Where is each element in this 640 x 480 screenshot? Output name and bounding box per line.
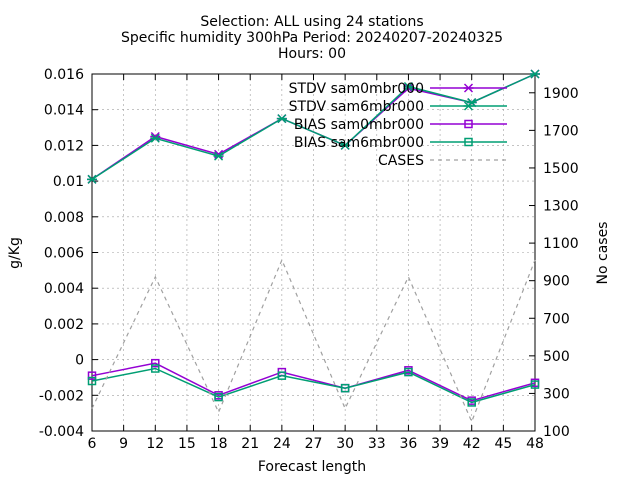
- data-point-1: [87, 174, 97, 184]
- y-tick-label: 0.006: [44, 246, 84, 262]
- data-point-3: [277, 371, 287, 380]
- y2-tick-label: 100: [543, 424, 570, 440]
- series-line-2: [91, 362, 536, 402]
- y-tick-label: 0.01: [53, 174, 84, 190]
- y-tick-label: 0.002: [44, 317, 84, 333]
- x-tick-label: 12: [146, 436, 164, 452]
- data-point-3: [530, 380, 540, 389]
- x-tick-label: 6: [88, 436, 97, 452]
- legend-label: BIAS sam6mbr000: [294, 135, 424, 151]
- y-tick-label: 0.016: [44, 67, 84, 83]
- y2-tick-label: 300: [543, 386, 570, 402]
- x-tick-label: 45: [494, 436, 512, 452]
- y-tick-label: 0.014: [44, 103, 84, 119]
- chart-title-block: Selection: ALL using 24 stations Specifi…: [121, 14, 503, 62]
- y-tick-label: 0.008: [44, 210, 84, 226]
- legend-marker: [464, 119, 473, 129]
- y2-tick-label: 500: [543, 349, 570, 365]
- x-tick-label: 48: [526, 436, 544, 452]
- y-tick-label: -0.004: [39, 424, 84, 440]
- y2-tick-label: 900: [543, 274, 570, 290]
- data-point-3: [340, 383, 350, 393]
- y-axis-label: g/Kg: [7, 237, 23, 269]
- data-point-2: [151, 358, 160, 368]
- data-point-1: [530, 69, 540, 79]
- x-tick-label: 42: [463, 436, 481, 452]
- x-tick-label: 39: [431, 436, 449, 452]
- plot-area: [87, 69, 540, 424]
- grid: [92, 74, 535, 431]
- data-point-3: [151, 364, 160, 373]
- data-point-1: [403, 81, 414, 92]
- data-point-1: [276, 114, 287, 124]
- data-point-3: [87, 376, 97, 386]
- legend-label: BIAS sam0mbr000: [294, 117, 424, 133]
- legend-label: STDV sam0mbr000: [289, 81, 424, 97]
- legend: STDV sam0mbr000 STDV sam6mbr000 BIAS sam0m…: [289, 81, 507, 169]
- axes: 6 9 12 15 18 21 24 27 30 33 36 39 42 45 48 -0.004 -0.002…: [39, 67, 579, 452]
- y2-tick-label: 1700: [543, 123, 579, 139]
- y-tick-label: 0.004: [44, 281, 84, 297]
- y2-tick-label: 1300: [543, 199, 579, 215]
- y2-tick-label: 1900: [543, 86, 579, 102]
- x-tick-label: 15: [178, 436, 196, 452]
- y-tick-label: -0.002: [39, 388, 84, 404]
- legend-marker: [463, 101, 474, 111]
- y-tick-label: 0: [75, 353, 84, 369]
- plot-frame: [91, 73, 536, 432]
- legend-label: CASES: [378, 153, 424, 169]
- chart-title-line-3: Hours: 00: [278, 46, 346, 62]
- data-point-1: [340, 140, 351, 150]
- data-point-3: [404, 367, 413, 377]
- data-point-0: [403, 83, 414, 93]
- y2-tick-label: 1500: [543, 161, 579, 177]
- x-axis-label: Forecast length: [258, 459, 366, 475]
- x-tick-label: 36: [400, 436, 418, 452]
- legend-marker: [463, 83, 474, 93]
- chart-title-line-1: Selection: ALL using 24 stations: [200, 14, 423, 30]
- x-tick-label: 21: [241, 436, 259, 452]
- series-line-1: [91, 73, 536, 180]
- x-tick-label: 27: [305, 436, 323, 452]
- legend-label: STDV sam6mbr000: [289, 99, 424, 115]
- data-point-3: [214, 392, 223, 402]
- data-point-2: [87, 371, 97, 380]
- y2-tick-label: 1100: [543, 236, 579, 252]
- x-tick-label: 9: [119, 436, 128, 452]
- y2-tick-label: 700: [543, 311, 570, 327]
- data-point-1: [150, 133, 161, 143]
- series-line-4: [91, 258, 536, 424]
- y2-axis-label: No cases: [595, 222, 611, 285]
- x-tick-label: 33: [368, 436, 386, 452]
- chart-title-line-2: Specific humidity 300hPa Period: 2024020…: [121, 30, 503, 46]
- legend-marker: [464, 137, 473, 147]
- x-tick-label: 18: [210, 436, 228, 452]
- x-tick-label: 24: [273, 436, 291, 452]
- data-point-1: [213, 151, 224, 161]
- data-point-3: [467, 398, 476, 407]
- y-tick-label: 0.012: [44, 138, 84, 154]
- x-tick-label: 30: [336, 436, 354, 452]
